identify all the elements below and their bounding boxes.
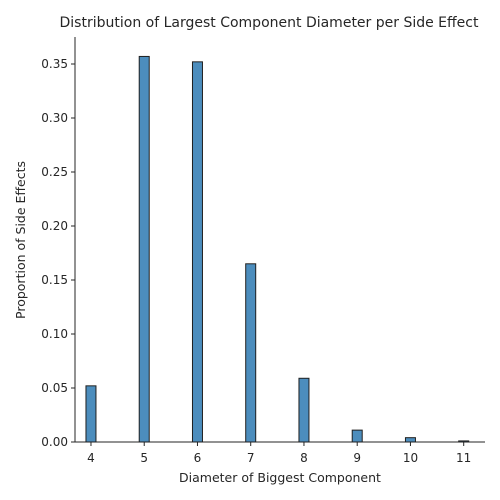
x-tick-label: 9 [353, 451, 361, 465]
y-tick-label: 0.00 [41, 435, 68, 449]
bar-4 [85, 385, 97, 443]
y-axis-label: Proportion of Side Effects [13, 161, 28, 319]
y-tick-label: 0.05 [41, 381, 68, 395]
x-tick-label: 7 [247, 451, 255, 465]
x-axis: 4 5 6 7 8 9 10 11 [75, 441, 485, 465]
y-tick-label: 0.15 [41, 273, 68, 287]
y-tick-label: 0.30 [41, 111, 68, 125]
bar-8 [298, 377, 310, 443]
y-tick-label: 0.20 [41, 219, 68, 233]
x-tick-label: 4 [87, 451, 95, 465]
y-tick-label: 0.25 [41, 165, 68, 179]
y-axis: 0.00 0.05 0.10 0.15 0.20 0.25 0.30 0.35 [41, 37, 76, 449]
bar-9 [351, 429, 363, 443]
bar-5 [138, 55, 150, 443]
bar-7 [245, 263, 257, 443]
x-tick-label: 10 [403, 451, 418, 465]
x-tick-label: 8 [300, 451, 308, 465]
bar-11 [458, 440, 470, 443]
chart-title: Distribution of Largest Component Diamet… [60, 15, 479, 31]
bar-series [85, 55, 470, 443]
y-tick-label: 0.35 [41, 57, 68, 71]
x-tick-label: 5 [140, 451, 148, 465]
bar-10 [404, 437, 416, 443]
y-tick-label: 0.10 [41, 327, 68, 341]
x-tick-label: 11 [456, 451, 471, 465]
x-axis-label: Diameter of Biggest Component [179, 470, 381, 485]
x-tick-label: 6 [194, 451, 202, 465]
bar-6 [191, 61, 203, 443]
